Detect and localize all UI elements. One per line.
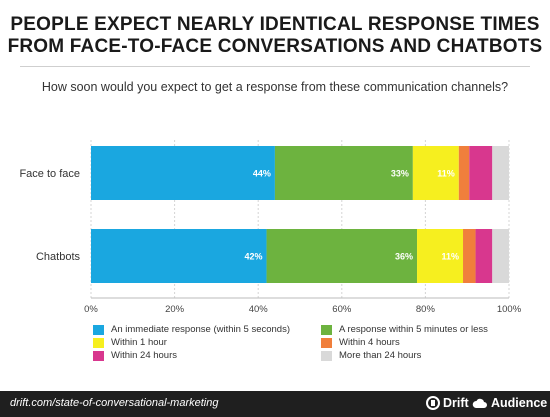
data-label: 36%	[395, 252, 413, 262]
bar-segment	[492, 146, 509, 200]
legend-label: A response within 5 minutes or less	[339, 324, 488, 335]
bar-segment	[412, 146, 459, 200]
stacked-bar-chart: 0% 20% 40% 60% 80% 100% Face to face 44% 33% 11% C…	[19, 140, 522, 315]
title-line-2: FROM FACE-TO-FACE CONVERSATIONS AND CHAT…	[7, 36, 543, 57]
bar-segment	[475, 229, 493, 283]
legend-label: An immediate response (within 5 seconds)	[111, 324, 291, 335]
drift-icon	[426, 396, 440, 410]
audience-logo: Audience	[472, 396, 547, 410]
x-tick-label: 60%	[332, 304, 352, 315]
category-label: Chatbots	[36, 251, 81, 263]
bar-segment	[458, 146, 470, 200]
legend-swatch	[321, 337, 332, 348]
drift-logo: Drift	[426, 396, 469, 410]
legend-swatch	[321, 324, 332, 335]
legend-label: More than 24 hours	[339, 350, 422, 361]
legend-swatch	[93, 324, 104, 335]
title-divider	[20, 66, 530, 67]
x-tick-label: 0%	[84, 304, 98, 315]
legend-label: Within 4 hours	[339, 337, 400, 348]
bar-segment	[91, 229, 267, 283]
bar-segment	[91, 146, 275, 200]
bar-segment	[417, 229, 464, 283]
source-url[interactable]: drift.com/state-of-conversational-market…	[10, 397, 219, 409]
x-tick-label: 40%	[249, 304, 269, 315]
legend-swatch	[93, 337, 104, 348]
legend-swatch	[93, 350, 104, 361]
data-label: 42%	[245, 252, 263, 262]
legend-item: Within 1 hour	[93, 337, 167, 348]
cloud-icon	[472, 398, 487, 408]
bar-segment	[463, 229, 476, 283]
data-label: 11%	[437, 169, 455, 179]
drift-brand-name: Drift	[443, 396, 469, 410]
bar-segment	[469, 146, 493, 200]
title-line-1: PEOPLE EXPECT NEARLY IDENTICAL RESPONSE …	[10, 14, 540, 35]
category-label: Face to face	[19, 168, 80, 180]
audience-brand-name: Audience	[491, 396, 548, 410]
legend-label: Within 1 hour	[111, 337, 167, 348]
chart-title: PEOPLE EXPECT NEARLY IDENTICAL RESPONSE …	[0, 14, 550, 58]
bar-segment	[492, 229, 509, 283]
legend-label: Within 24 hours	[111, 350, 178, 361]
data-label: 11%	[441, 252, 459, 262]
data-label: 33%	[391, 169, 409, 179]
data-label: 44%	[253, 169, 271, 179]
x-tick-label: 100%	[497, 304, 522, 315]
bar-segment	[274, 146, 413, 200]
footer-bar: drift.com/state-of-conversational-market…	[0, 391, 550, 417]
bar-segment	[266, 229, 418, 283]
legend-item: Within 4 hours	[321, 337, 400, 348]
legend-item: More than 24 hours	[321, 350, 421, 361]
chart-subtitle: How soon would you expect to get a respo…	[41, 80, 509, 94]
x-tick-label: 20%	[165, 304, 185, 315]
x-tick-label: 80%	[416, 304, 436, 315]
legend-item: An immediate response (within 5 seconds)	[93, 324, 290, 335]
legend-item: A response within 5 minutes or less	[321, 324, 488, 335]
legend-item: Within 24 hours	[93, 350, 177, 361]
legend-swatch	[321, 350, 332, 361]
